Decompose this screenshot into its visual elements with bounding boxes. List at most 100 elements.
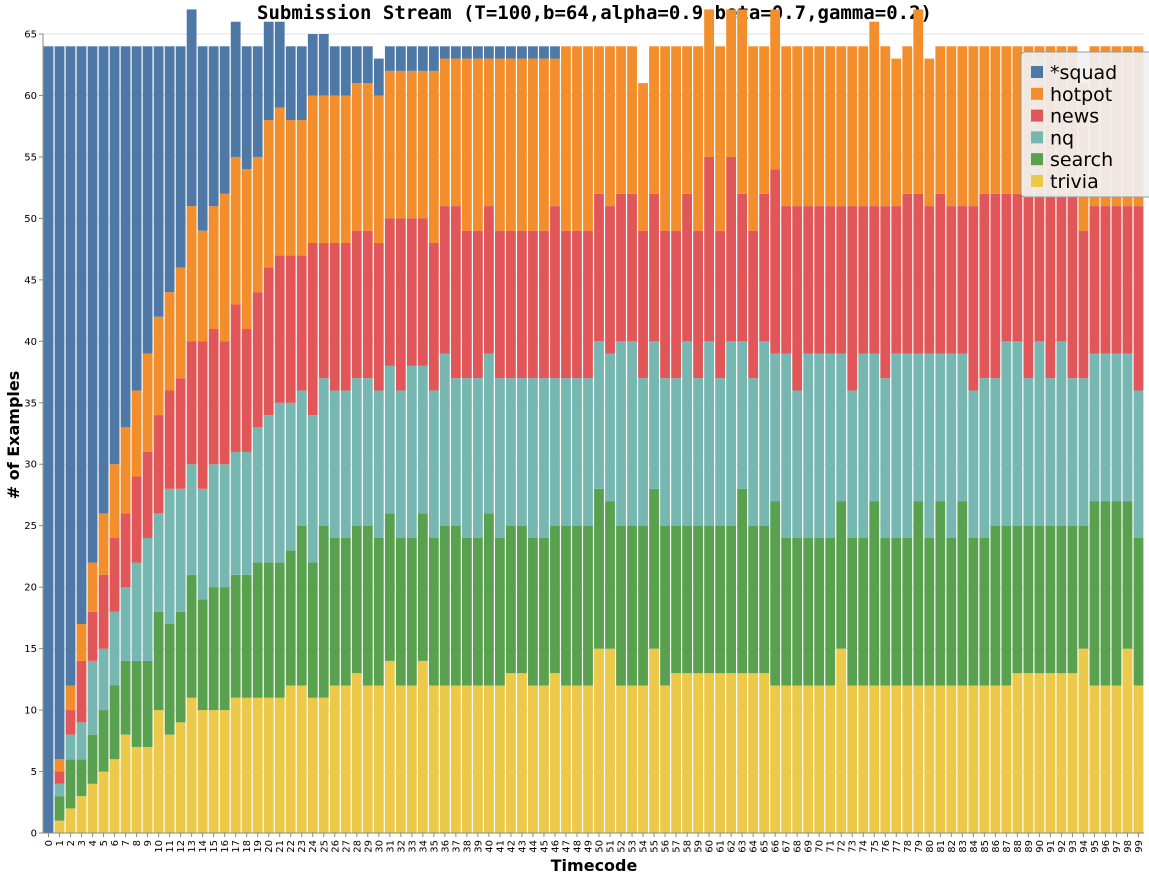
bar-squad-38: [461, 46, 472, 59]
bar-trivia-72: [836, 648, 847, 833]
bar-trivia-91: [1045, 673, 1056, 833]
bar-nq-75: [869, 353, 880, 502]
bar-nq-14: [197, 488, 208, 600]
bar-news-21: [274, 255, 285, 403]
x-tick-label-74: 74: [859, 840, 870, 853]
bar-squad-12: [175, 46, 186, 268]
x-tick-label-27: 27: [341, 840, 352, 853]
bar-news-91: [1045, 193, 1056, 379]
bar-search-18: [241, 574, 252, 698]
bar-nq-83: [957, 353, 968, 502]
bar-news-13: [186, 341, 197, 465]
x-tick-label-22: 22: [286, 840, 297, 853]
bar-search-77: [891, 537, 902, 686]
bar-nq-8: [131, 562, 142, 661]
bar-hotpot-45: [539, 58, 549, 231]
bar-search-8: [131, 660, 142, 747]
bar-news-86: [990, 193, 1001, 379]
bar-hotpot-81: [935, 46, 946, 194]
x-tick-label-76: 76: [881, 840, 892, 853]
bar-search-5: [98, 710, 109, 772]
bar-news-97: [1111, 206, 1122, 354]
bar-trivia-48: [572, 685, 582, 833]
bar-nq-57: [671, 378, 681, 526]
bar-news-49: [583, 230, 593, 379]
bar-hotpot-42: [506, 58, 516, 231]
bar-news-63: [737, 193, 748, 342]
bar-news-26: [329, 242, 340, 391]
bar-trivia-52: [616, 685, 626, 833]
bar-news-64: [748, 230, 759, 379]
bar-search-89: [1023, 525, 1034, 674]
bar-nq-59: [693, 378, 703, 526]
bar-news-45: [539, 230, 549, 379]
bar-news-6: [109, 537, 120, 612]
x-tick-label-94: 94: [1079, 840, 1090, 853]
bar-search-41: [495, 537, 505, 686]
bar-news-3: [76, 660, 87, 723]
bar-hotpot-62: [726, 9, 737, 157]
bar-search-79: [913, 501, 924, 686]
x-tick-label-99: 99: [1134, 840, 1145, 853]
x-tick-label-54: 54: [639, 840, 650, 853]
bar-nq-26: [329, 390, 340, 538]
bar-hotpot-33: [406, 70, 417, 219]
bar-hotpot-79: [913, 9, 924, 194]
bar-trivia-25: [318, 697, 329, 833]
y-tick-label-40: 40: [24, 337, 37, 348]
x-tick-label-79: 79: [914, 840, 925, 853]
bar-hotpot-56: [660, 46, 670, 231]
bar-hotpot-16: [219, 193, 230, 342]
bar-search-10: [153, 611, 164, 711]
bar-news-5: [98, 574, 109, 649]
bar-news-98: [1122, 206, 1133, 354]
bar-search-88: [1012, 525, 1023, 674]
bar-search-48: [572, 525, 582, 686]
bar-news-99: [1133, 206, 1144, 391]
bar-news-67: [781, 206, 792, 354]
x-tick-label-56: 56: [661, 840, 672, 853]
bar-news-96: [1100, 206, 1111, 354]
bar-nq-50: [594, 341, 604, 489]
bar-trivia-88: [1012, 673, 1023, 833]
bar-search-21: [274, 562, 285, 698]
bar-search-82: [946, 537, 957, 686]
x-tick-label-43: 43: [517, 840, 528, 853]
bar-news-93: [1067, 193, 1078, 379]
x-tick-label-44: 44: [528, 840, 539, 853]
x-tick-label-83: 83: [958, 840, 969, 853]
bar-hotpot-61: [715, 46, 726, 231]
y-tick-label-50: 50: [24, 214, 37, 225]
bar-squad-29: [362, 46, 373, 84]
bar-hotpot-21: [274, 107, 285, 256]
bar-nq-90: [1034, 341, 1045, 526]
bar-nq-12: [175, 488, 186, 612]
bar-search-39: [472, 537, 483, 686]
bar-search-97: [1111, 501, 1122, 686]
bar-nq-31: [384, 365, 395, 514]
x-tick-label-58: 58: [683, 840, 694, 853]
legend-swatch-nq: [1031, 131, 1043, 144]
bar-nq-44: [528, 378, 538, 538]
bar-hotpot-38: [461, 58, 472, 231]
plot-area: [43, 34, 1144, 833]
x-tick-label-53: 53: [628, 840, 639, 853]
bar-news-81: [935, 193, 946, 354]
bar-trivia-74: [858, 685, 869, 833]
x-tick-label-65: 65: [760, 840, 771, 853]
bar-news-1: [54, 771, 65, 784]
bar-squad-7: [120, 46, 131, 428]
y-tick-label-30: 30: [24, 460, 37, 471]
bar-nq-63: [737, 341, 748, 489]
bar-search-94: [1078, 525, 1089, 649]
bar-news-76: [880, 206, 891, 379]
x-tick-label-87: 87: [1002, 840, 1013, 853]
x-tick-label-78: 78: [903, 840, 914, 853]
x-tick-label-75: 75: [870, 840, 881, 853]
bar-news-90: [1034, 193, 1045, 342]
x-tick-label-4: 4: [88, 840, 99, 846]
bar-trivia-28: [351, 673, 362, 833]
bar-news-68: [792, 206, 803, 391]
bar-hotpot-35: [428, 70, 439, 243]
